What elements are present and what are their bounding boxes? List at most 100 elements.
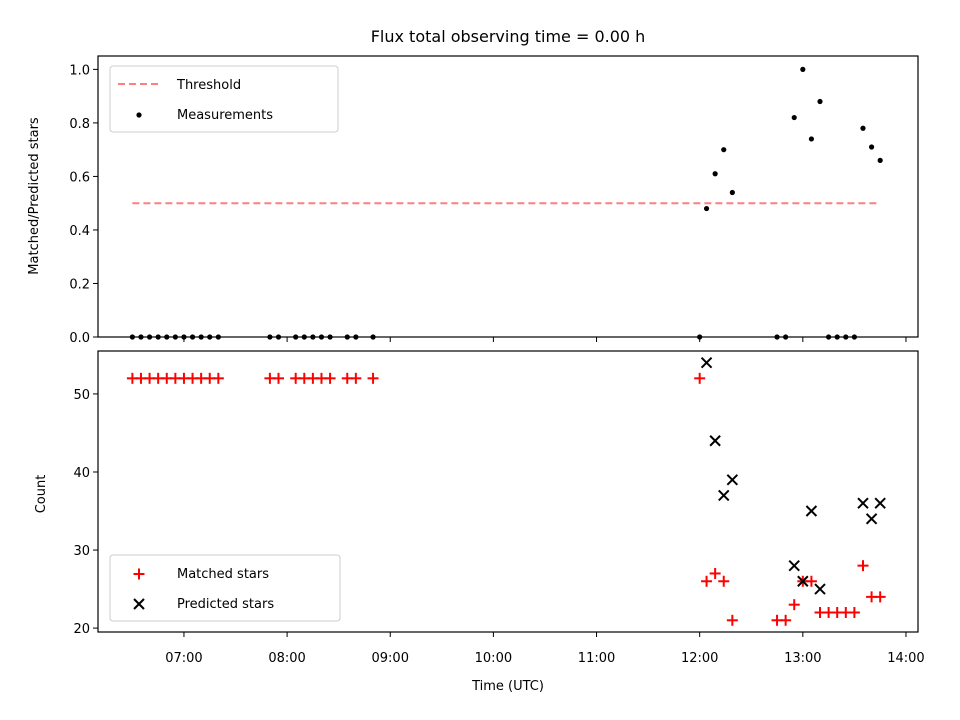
legend-threshold-label: Threshold bbox=[176, 78, 241, 93]
measurement-point bbox=[826, 334, 832, 340]
matched-star-point bbox=[788, 599, 800, 611]
bottom-y-axis-label: Count bbox=[34, 475, 49, 514]
measurement-point bbox=[155, 334, 161, 340]
predicted-star-point bbox=[700, 357, 713, 369]
matched-star-point bbox=[273, 372, 285, 384]
x-tick-label: 10:00 bbox=[475, 651, 512, 666]
measurement-point bbox=[215, 334, 221, 340]
matched-star-point bbox=[367, 372, 379, 384]
measurement-point bbox=[868, 144, 875, 150]
predicted-star-point bbox=[865, 513, 878, 525]
measurement-point bbox=[129, 334, 135, 340]
x-tick-label: 13:00 bbox=[784, 651, 821, 666]
top-y-tick-label: 0.8 bbox=[69, 117, 90, 132]
matched-star-point bbox=[350, 372, 362, 384]
measurement-point bbox=[327, 334, 333, 340]
measurement-point bbox=[293, 334, 299, 340]
measurement-point bbox=[877, 157, 883, 163]
measurement-point bbox=[198, 334, 204, 340]
measurement-point bbox=[791, 114, 797, 121]
predicted-star-point bbox=[797, 575, 809, 587]
x-tick-label: 09:00 bbox=[372, 651, 409, 666]
measurement-point bbox=[860, 125, 866, 131]
top-legend-box bbox=[109, 65, 339, 133]
bottom-panel: 20 30 40 50 07:00 08:00 09:00 10:00 11:00 12:00 1… bbox=[34, 350, 925, 694]
measurement-point bbox=[851, 334, 857, 340]
predicted-star-point bbox=[814, 583, 826, 595]
matched-star-point bbox=[709, 567, 721, 579]
measurement-point bbox=[721, 147, 727, 153]
bottom-y-tick-label: 50 bbox=[73, 388, 90, 403]
measurement-point bbox=[800, 66, 806, 72]
matched-star-point bbox=[874, 591, 886, 603]
predicted-star-point bbox=[709, 435, 721, 447]
measurement-point bbox=[370, 334, 376, 340]
matched-star-point bbox=[701, 575, 713, 587]
legend-measurements-label: Measurements bbox=[177, 108, 273, 123]
x-tick-label: 08:00 bbox=[268, 651, 305, 666]
legend-predicted-swatch bbox=[133, 598, 145, 610]
measurement-point bbox=[318, 334, 325, 340]
top-y-tick-label: 0.0 bbox=[69, 331, 90, 346]
x-tick-label: 14:00 bbox=[887, 651, 924, 666]
legend-predicted-label: Predicted stars bbox=[177, 597, 274, 612]
top-y-tick-label: 1.0 bbox=[69, 63, 90, 78]
top-y-axis-label: Matched/Predicted stars bbox=[27, 117, 42, 275]
top-y-tick-label: 0.2 bbox=[69, 277, 90, 292]
matched-star-point bbox=[694, 372, 706, 384]
measurement-point bbox=[783, 334, 789, 340]
legend-matched-swatch bbox=[133, 568, 145, 580]
measurement-point bbox=[843, 334, 849, 340]
measurement-point bbox=[808, 136, 815, 142]
predicted-star-point bbox=[718, 489, 730, 502]
predicted-star-point bbox=[874, 497, 886, 509]
bottom-legend-box bbox=[109, 554, 341, 622]
measurement-point bbox=[189, 334, 196, 340]
chart-title: Flux total observing time = 0.00 h bbox=[371, 27, 646, 46]
measurement-point bbox=[834, 334, 840, 340]
bottom-y-tick-label: 30 bbox=[73, 544, 90, 559]
matched-star-point bbox=[848, 606, 860, 618]
measurement-point bbox=[275, 334, 282, 340]
predicted-star-point bbox=[857, 497, 869, 509]
measurement-point bbox=[301, 334, 307, 340]
measurement-point bbox=[207, 334, 213, 340]
top-panel: 0.0 0.2 0.4 0.6 0.8 1.0 Matched/Predicted sta… bbox=[27, 55, 919, 346]
matched-star-point bbox=[726, 614, 738, 626]
bottom-y-tick-label: 40 bbox=[73, 466, 90, 481]
top-y-tick-label: 0.6 bbox=[69, 170, 90, 185]
matched-star-point bbox=[212, 372, 224, 384]
predicted-star-point bbox=[726, 474, 739, 486]
legend-measurements-swatch bbox=[136, 112, 142, 118]
matched-star-point bbox=[718, 575, 730, 587]
matched-star-point bbox=[805, 575, 817, 587]
measurement-point bbox=[353, 334, 359, 340]
measurement-point bbox=[172, 334, 178, 340]
predicted-star-point bbox=[805, 505, 818, 517]
measurement-point bbox=[774, 334, 780, 340]
x-tick-label: 07:00 bbox=[165, 651, 202, 666]
measurement-point bbox=[310, 334, 316, 340]
legend-matched-label: Matched stars bbox=[177, 567, 269, 582]
matched-star-point bbox=[324, 372, 336, 384]
bottom-y-tick-label: 20 bbox=[73, 622, 90, 637]
measurement-point bbox=[729, 189, 735, 196]
measurement-point bbox=[817, 98, 823, 105]
x-tick-label: 11:00 bbox=[578, 651, 615, 666]
x-tick-label: 12:00 bbox=[681, 651, 718, 666]
measurement-point bbox=[703, 205, 710, 212]
measurement-point bbox=[712, 171, 718, 177]
bottom-legend: Matched stars Predicted stars bbox=[109, 554, 341, 622]
measurement-point bbox=[164, 334, 170, 340]
x-axis-label: Time (UTC) bbox=[471, 679, 544, 694]
top-legend: Threshold Measurements bbox=[109, 65, 339, 133]
measurement-point bbox=[138, 334, 144, 340]
matched-star-point bbox=[780, 614, 792, 626]
top-y-tick-label: 0.4 bbox=[69, 224, 90, 239]
predicted-star-point bbox=[788, 559, 800, 572]
measurement-point bbox=[267, 334, 273, 340]
matched-star-point bbox=[857, 560, 869, 572]
measurement-point bbox=[344, 334, 350, 340]
measurement-point bbox=[146, 334, 153, 340]
